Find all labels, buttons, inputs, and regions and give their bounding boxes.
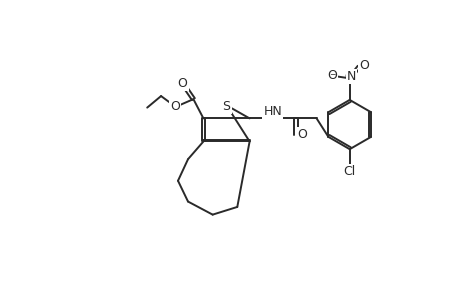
Text: −: − <box>328 70 335 79</box>
Text: O: O <box>326 69 336 82</box>
Text: O: O <box>297 128 306 141</box>
Text: O: O <box>358 59 369 72</box>
Text: O: O <box>170 100 179 112</box>
Text: N: N <box>346 70 355 83</box>
Text: HN: HN <box>263 105 281 118</box>
Text: S: S <box>222 100 230 112</box>
Text: O: O <box>177 77 187 90</box>
Text: Cl: Cl <box>343 165 355 178</box>
